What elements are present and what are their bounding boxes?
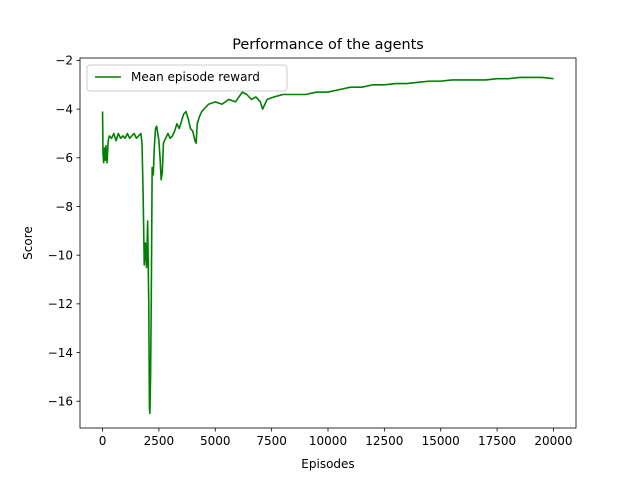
y-tick-label: −16 (48, 395, 73, 409)
x-axis: 0 2500 5000 7500 10000 12500 15000 17500 20000 (99, 428, 573, 448)
x-tick-label: 0 (99, 434, 107, 448)
series-layer (101, 76, 554, 415)
legend: Mean episode reward (86, 64, 288, 92)
y-tick-label: −2 (55, 54, 73, 68)
y-tick-label: −8 (55, 200, 73, 214)
x-axis-label: Episodes (301, 457, 354, 471)
y-tick-label: −10 (48, 248, 73, 262)
x-tick-label: 5000 (200, 434, 231, 448)
x-tick-label: 17500 (478, 434, 516, 448)
legend-entry-mean-episode-reward: Mean episode reward (131, 70, 260, 84)
x-tick-label: 10000 (309, 434, 347, 448)
y-tick-label: −4 (55, 102, 73, 116)
y-tick-label: −14 (48, 346, 73, 360)
x-tick-label: 2500 (144, 434, 175, 448)
y-axis: −16 −14 −12 −10 −8 −6 −4 −2 (48, 54, 80, 409)
series-line-mean-episode-reward (101, 76, 554, 415)
x-tick-label: 20000 (534, 434, 572, 448)
x-tick-label: 12500 (365, 434, 403, 448)
y-tick-label: −6 (55, 151, 73, 165)
x-tick-label: 7500 (256, 434, 287, 448)
y-tick-label: −12 (48, 297, 73, 311)
legend-box (86, 64, 288, 92)
x-tick-label: 15000 (422, 434, 460, 448)
chart-title: Performance of the agents (232, 37, 423, 53)
y-axis-label: Score (21, 226, 35, 260)
